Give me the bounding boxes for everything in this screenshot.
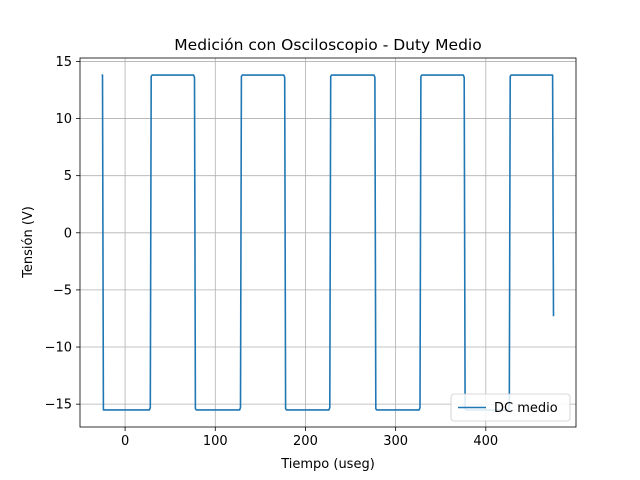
y-tick-label: −15 xyxy=(45,398,72,413)
y-axis-label: Tensión (V) xyxy=(21,206,36,279)
x-tick-label: 200 xyxy=(293,434,318,449)
chart-title: Medición con Osciloscopio - Duty Medio xyxy=(174,36,481,54)
axis-ticks: 0 100 200 300 400 −15 −10 −5 0 5 10 15 xyxy=(45,55,499,449)
grid-lines xyxy=(80,58,576,427)
y-tick-label: −5 xyxy=(53,283,72,298)
x-tick-label: 100 xyxy=(203,434,228,449)
x-axis-label: Tiempo (useg) xyxy=(280,457,375,472)
x-tick-label: 300 xyxy=(383,434,408,449)
y-tick-label: 5 xyxy=(64,169,72,184)
y-tick-label: −10 xyxy=(45,341,72,356)
legend-label-dc-medio: DC medio xyxy=(494,401,558,416)
y-tick-label: 15 xyxy=(55,55,72,70)
x-tick-label: 400 xyxy=(473,434,498,449)
y-tick-label: 10 xyxy=(55,112,72,127)
plot-frame xyxy=(79,57,577,428)
legend: DC medio xyxy=(450,393,571,422)
y-tick-label: 0 xyxy=(64,226,72,241)
legend-box xyxy=(450,393,571,422)
x-tick-label: 0 xyxy=(121,434,129,449)
